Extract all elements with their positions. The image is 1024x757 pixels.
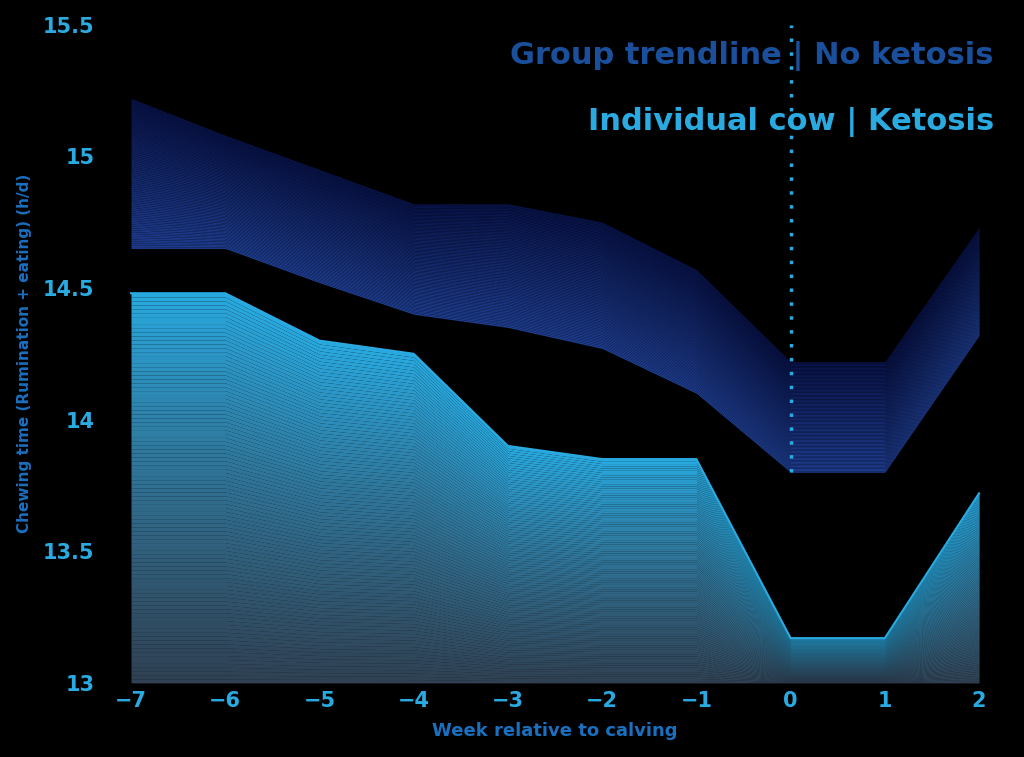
X-axis label: Week relative to calving: Week relative to calving (432, 722, 678, 740)
Y-axis label: Chewing time (Rumination + eating) (h/d): Chewing time (Rumination + eating) (h/d) (16, 174, 32, 534)
Text: Individual cow | Ketosis: Individual cow | Ketosis (588, 107, 993, 137)
Text: Group trendline | No ketosis: Group trendline | No ketosis (510, 41, 993, 71)
